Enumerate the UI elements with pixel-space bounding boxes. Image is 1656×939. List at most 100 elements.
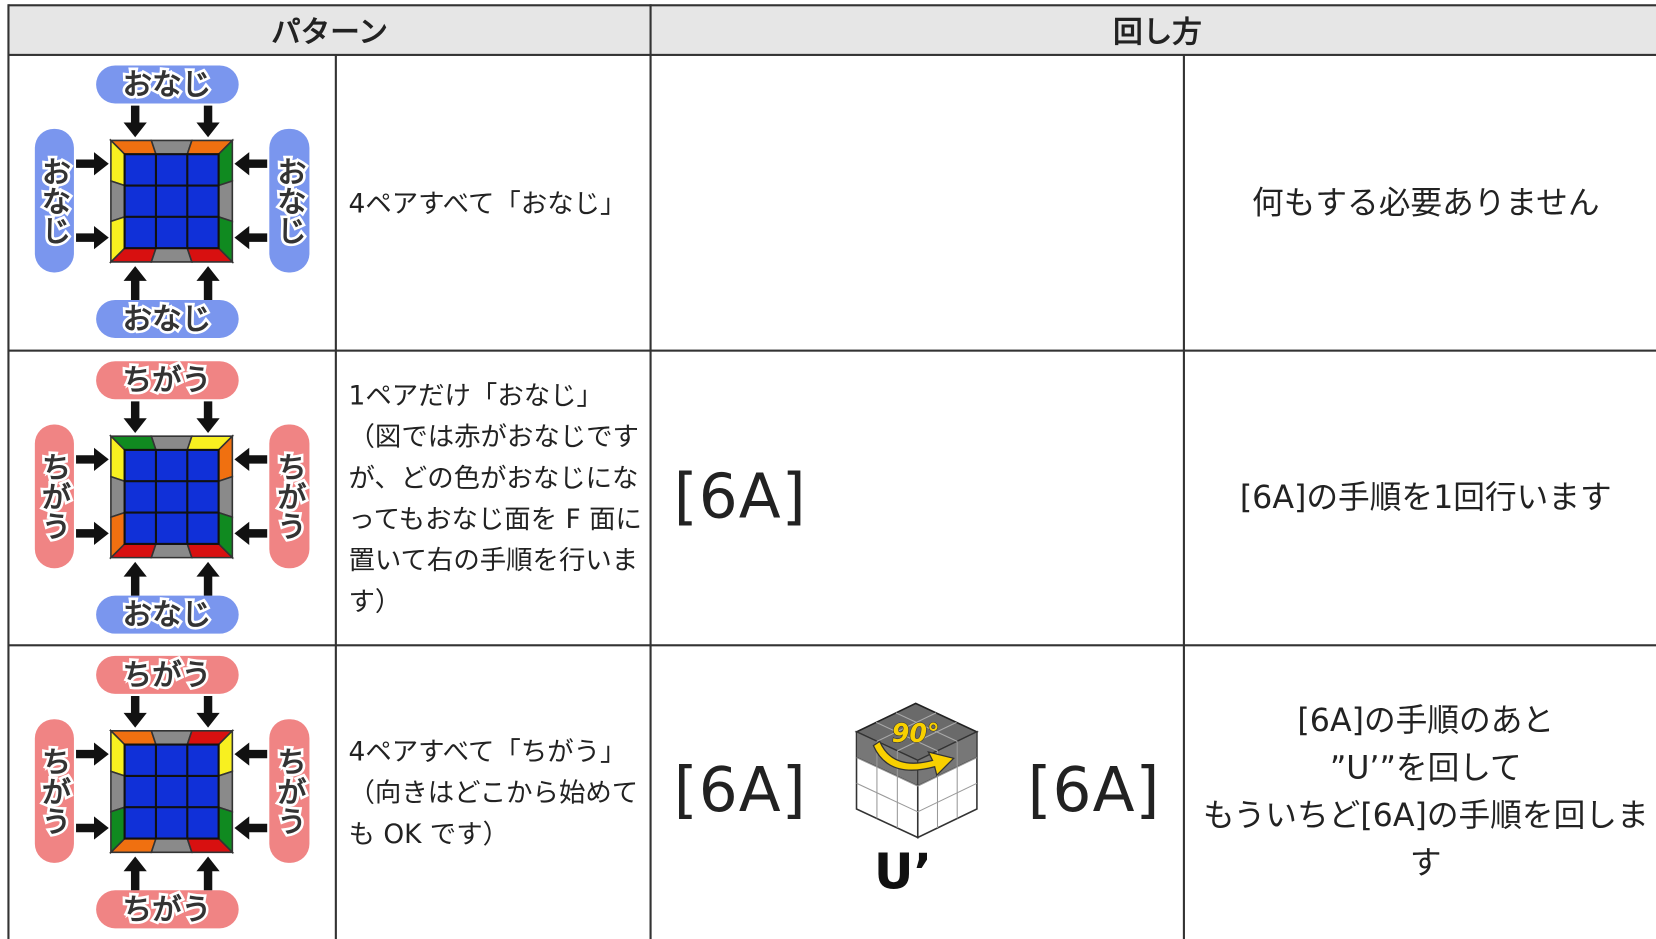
description: 1ペアだけ「おなじ」 （図では赤がおなじですが、どの色がおなじになってもおなじ面を…	[349, 351, 645, 646]
arrow	[76, 152, 109, 176]
instruction-line: [6A]の手順を1回行います	[1239, 479, 1612, 517]
cube-face	[123, 743, 220, 840]
pill-label: ちがう	[123, 892, 212, 926]
rotation-label: 90°	[892, 718, 940, 748]
arrow	[76, 447, 109, 472]
arrow	[123, 561, 147, 596]
arrow	[234, 226, 268, 250]
arrow	[196, 856, 220, 891]
arrow	[76, 226, 109, 250]
pill-label: ちがう	[123, 363, 212, 397]
move-label: [6A]	[1027, 754, 1161, 826]
pill	[269, 719, 310, 863]
instruction: [6A]の手順を1回行います	[1193, 351, 1656, 646]
move-label: U’	[874, 844, 932, 895]
grid	[876, 721, 938, 752]
edge-sticker	[150, 435, 193, 451]
arrow	[76, 742, 109, 766]
table-border	[334, 54, 337, 939]
pill-label: ちがう	[272, 747, 306, 836]
arrow	[123, 856, 147, 891]
edge-sticker	[217, 770, 234, 813]
move-label: [6A]	[673, 459, 807, 532]
table-border	[649, 4, 652, 939]
table-border	[8, 644, 1656, 647]
arrow	[234, 152, 268, 176]
edge-sticker	[217, 475, 234, 519]
cube-face	[123, 153, 220, 250]
pill-label: おなじ	[272, 156, 306, 245]
grid	[897, 721, 957, 752]
edge-sticker	[110, 179, 126, 223]
grid	[856, 757, 918, 787]
edge-sticker	[150, 730, 193, 746]
description: 4ペアすべて「ちがう」 （向きはどこから始めても OK です）	[349, 645, 645, 939]
pill	[96, 65, 239, 104]
grid	[917, 782, 978, 813]
table-border	[8, 53, 1656, 56]
edge-sticker	[150, 139, 193, 155]
pill-label: ちがう	[37, 747, 71, 836]
arrow	[196, 266, 220, 300]
pill	[34, 128, 74, 273]
arrow	[123, 266, 147, 300]
pill	[269, 424, 310, 569]
description: 4ペアすべて「おなじ」	[349, 55, 645, 351]
grid	[917, 757, 978, 787]
arrow	[234, 816, 268, 840]
rotation-arrow	[872, 740, 955, 777]
header-cell: 回し方	[650, 5, 1656, 55]
table-border	[1182, 54, 1185, 939]
edge-sticker	[150, 543, 193, 559]
instruction-line: 何もする必要ありません	[1251, 184, 1600, 222]
arrow	[196, 401, 220, 434]
arrow	[76, 521, 109, 545]
pill	[96, 595, 239, 634]
pill-label: おなじ	[123, 598, 212, 632]
cube-face	[123, 448, 220, 545]
pill	[96, 361, 239, 400]
grid	[856, 782, 918, 813]
arrow	[123, 105, 147, 138]
turn-icon: 90° U’	[854, 702, 979, 896]
pill-label: おなじ	[123, 302, 212, 336]
description-line: （向きはどこから始めても OK です）	[348, 776, 639, 849]
table-border	[8, 349, 1656, 352]
edge-sticker	[110, 770, 126, 813]
pill	[96, 890, 239, 929]
pill-label: ちがう	[272, 452, 306, 541]
arrow	[123, 695, 147, 728]
arrow	[234, 742, 268, 766]
edge-sticker	[110, 475, 126, 519]
pill-label: おなじ	[123, 67, 212, 101]
pill	[96, 655, 239, 694]
grid	[895, 712, 958, 742]
description-line: 4ペアすべて「おなじ」	[348, 187, 627, 219]
instruction-line: [6A]の手順のあと	[1297, 702, 1555, 740]
arrow	[234, 447, 268, 472]
move-label: [6A]	[673, 754, 807, 826]
pill	[34, 424, 74, 569]
edge-sticker	[150, 837, 193, 854]
pill-label: ちがう	[37, 452, 71, 541]
description-line: （図では赤がおなじですが、どの色がおなじになってもおなじ面を F 面に置いて右の…	[348, 420, 642, 617]
arrow	[76, 816, 109, 840]
edge-sticker	[150, 247, 193, 263]
grid	[876, 712, 937, 742]
description-line: 1ペアだけ「おなじ」	[348, 379, 603, 411]
table-border	[7, 4, 10, 939]
arrow	[196, 695, 220, 728]
table-border	[8, 4, 1656, 7]
instruction-line: ”U’”を回して	[1329, 749, 1522, 787]
edge-sticker	[217, 179, 234, 223]
pill-label: ちがう	[123, 658, 212, 692]
arrow	[196, 561, 220, 596]
pill	[96, 299, 239, 338]
instruction: [6A]の手順のあと ”U’”を回してもういちど[6A]の手順を回します	[1193, 645, 1656, 939]
instruction-line: もういちど[6A]の手順を回します	[1202, 797, 1649, 882]
